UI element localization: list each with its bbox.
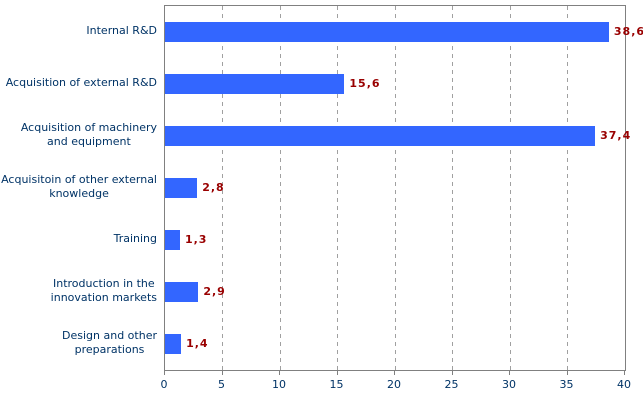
x-axis-tick-label: 20 bbox=[387, 378, 401, 391]
bar-row: 2,8 bbox=[165, 162, 625, 214]
category-label-line: Introduction in the bbox=[52, 277, 155, 290]
value-label: 2,8 bbox=[202, 181, 225, 194]
category-label-line: Acquisition of external R&D bbox=[5, 76, 157, 89]
x-axis-tick-label: 30 bbox=[502, 378, 516, 391]
x-axis-tick bbox=[509, 370, 510, 375]
category-label-line: Acquisitoin of other external bbox=[1, 173, 157, 186]
bar-row: 2,9 bbox=[165, 266, 625, 318]
value-label: 15,6 bbox=[349, 77, 381, 90]
category-label-line: and equipment bbox=[47, 135, 131, 148]
value-label: 37,4 bbox=[600, 129, 632, 142]
x-axis-tick bbox=[336, 370, 338, 375]
x-axis-tick-label: 5 bbox=[218, 378, 225, 391]
bar bbox=[165, 282, 199, 302]
bar-row: 38,6 bbox=[165, 6, 643, 58]
gridline bbox=[567, 6, 568, 370]
x-axis-tick-label: 40 bbox=[617, 378, 631, 391]
x-axis-tick-label: 10 bbox=[272, 378, 286, 391]
bar bbox=[165, 74, 345, 94]
category-label: Training bbox=[114, 232, 157, 246]
category-label-line: innovation markets bbox=[50, 291, 157, 304]
bar bbox=[165, 230, 180, 250]
bar bbox=[165, 178, 198, 198]
x-axis-tick-label: 25 bbox=[444, 378, 459, 391]
x-axis-tick bbox=[164, 370, 165, 375]
category-label-line: Internal R&D bbox=[86, 24, 157, 37]
x-axis-tick bbox=[279, 370, 280, 375]
gridline bbox=[394, 6, 396, 370]
category-label: Introduction in the innovation markets bbox=[51, 277, 157, 305]
bar bbox=[165, 22, 609, 42]
x-axis-tick-label: 15 bbox=[329, 378, 344, 391]
value-label: 38,6 bbox=[613, 25, 643, 38]
x-axis-tick bbox=[624, 370, 625, 375]
x-axis-tick bbox=[451, 370, 453, 375]
x-axis-tick bbox=[221, 370, 223, 375]
gridline bbox=[279, 6, 281, 370]
bar-row: 1,4 bbox=[165, 318, 625, 370]
bar-row: 15,6 bbox=[165, 58, 625, 110]
category-label: Acquisitoin of other external knowledge bbox=[1, 173, 157, 201]
value-label: 1,3 bbox=[184, 233, 208, 246]
category-label: Acquisition of external R&D bbox=[6, 76, 157, 90]
category-label: Acquisition of machinery and equipment bbox=[21, 121, 157, 149]
category-label: Design and other preparations bbox=[62, 329, 157, 357]
bar-row: 1,3 bbox=[165, 214, 625, 266]
x-axis-tick-label: 0 bbox=[160, 378, 168, 391]
category-label-line: preparations bbox=[74, 343, 145, 356]
x-axis-tick-label: 35 bbox=[559, 378, 574, 391]
x-axis-tick bbox=[566, 370, 568, 375]
bar-row: 37,4 bbox=[165, 110, 630, 162]
category-label-line: knowledge bbox=[49, 187, 109, 200]
gridline bbox=[222, 6, 223, 370]
category-label-line: Design and other bbox=[62, 329, 157, 342]
category-label: Internal R&D bbox=[86, 24, 157, 38]
category-label-line: Training bbox=[113, 232, 157, 245]
category-label-line: Acquisition of machinery bbox=[20, 121, 157, 134]
gridline bbox=[509, 6, 511, 370]
bar bbox=[165, 126, 596, 146]
bar bbox=[165, 334, 182, 354]
plot-area: 38,6 15,6 37,4 2,8 1,3 2,9 1,4 bbox=[164, 5, 643, 371]
gridline bbox=[337, 6, 338, 370]
gridline bbox=[452, 6, 453, 370]
x-axis-tick bbox=[394, 370, 395, 375]
value-label: 1,4 bbox=[186, 337, 209, 350]
value-label: 2,9 bbox=[203, 285, 226, 298]
